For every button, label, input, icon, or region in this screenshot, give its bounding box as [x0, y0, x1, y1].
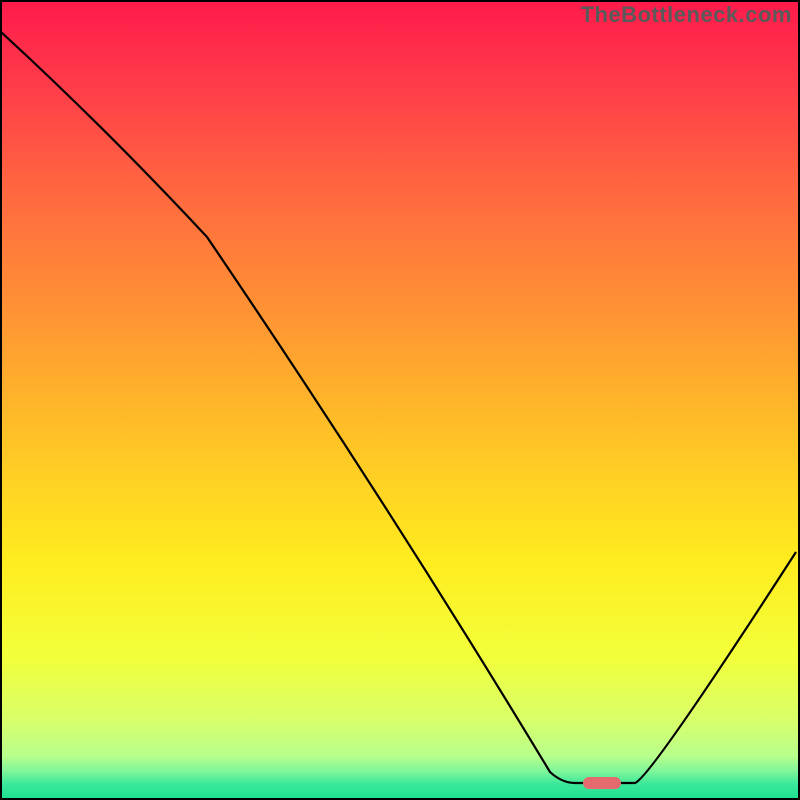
bottleneck-chart: TheBottleneck.com [0, 0, 800, 800]
curve-line [0, 0, 800, 800]
watermark-text: TheBottleneck.com [581, 2, 792, 28]
optimal-marker [583, 777, 621, 789]
